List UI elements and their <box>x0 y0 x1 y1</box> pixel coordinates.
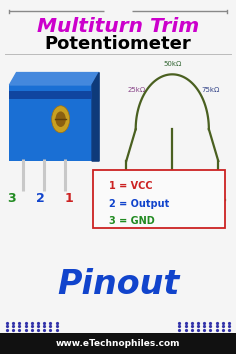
Text: www.eTechnophiles.com: www.eTechnophiles.com <box>56 339 180 348</box>
Circle shape <box>52 106 70 133</box>
Text: 1 = VCC: 1 = VCC <box>109 181 152 191</box>
Circle shape <box>55 112 66 127</box>
Text: 2: 2 <box>36 192 45 205</box>
Bar <box>0 333 236 354</box>
Text: 50kΩ: 50kΩ <box>163 61 181 67</box>
Text: Potentiometer: Potentiometer <box>45 35 191 53</box>
Text: 1: 1 <box>64 192 73 205</box>
Text: 3 = GND: 3 = GND <box>109 216 154 226</box>
Text: Multiturn Trim: Multiturn Trim <box>37 17 199 36</box>
FancyBboxPatch shape <box>93 170 225 228</box>
Bar <box>9 91 92 99</box>
Text: 2: 2 <box>182 206 191 219</box>
Text: 3: 3 <box>214 211 223 223</box>
Text: 25kΩ: 25kΩ <box>128 87 146 93</box>
Text: 3: 3 <box>7 192 15 205</box>
Text: 75kΩ: 75kΩ <box>201 87 219 93</box>
Text: Pinout: Pinout <box>57 268 179 302</box>
Text: 0kΩ: 0kΩ <box>101 194 117 199</box>
Text: 1: 1 <box>122 211 131 223</box>
Polygon shape <box>92 73 99 161</box>
Text: 2 = Output: 2 = Output <box>109 199 169 209</box>
Bar <box>9 85 92 161</box>
Polygon shape <box>9 73 99 85</box>
